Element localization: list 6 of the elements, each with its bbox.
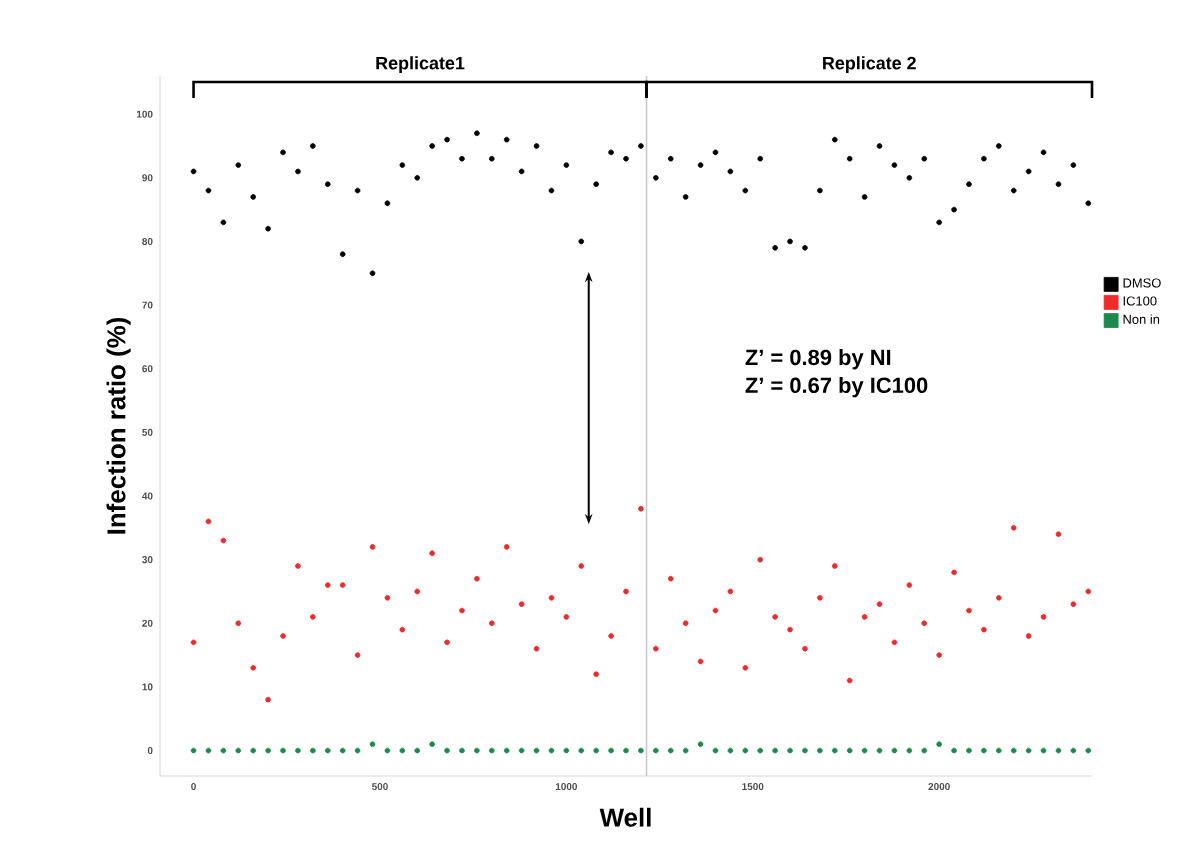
- text: Replicate1: [376, 56, 465, 73]
- annotation: Z’ = 0.67 by IC100: [745, 376, 928, 398]
- annotation: Z’ = 0.89 by NI: [745, 349, 891, 370]
- text: Replicate 2: [823, 56, 916, 73]
- y-axis-title: Infection ratio (%): [106, 317, 131, 534]
- x-axis-title: Well: [599, 807, 651, 827]
